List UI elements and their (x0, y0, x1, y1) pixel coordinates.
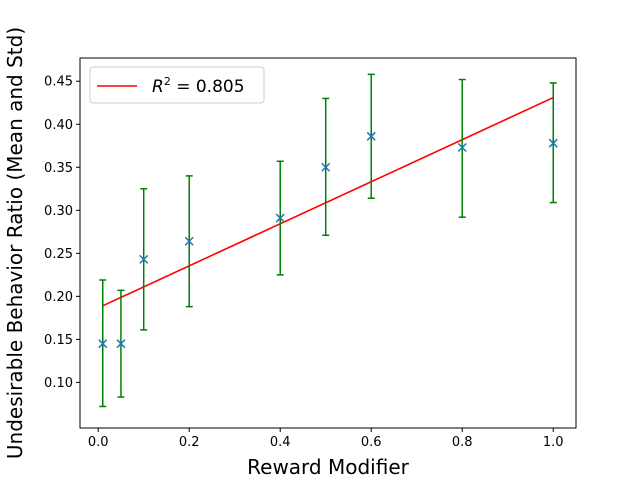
x-tick-label: 0.2 (179, 435, 200, 450)
x-marker-stroke-b (457, 142, 467, 153)
data-point (366, 131, 376, 141)
x-tick-label: 0.8 (452, 435, 473, 450)
y-axis-label: Undesirable Behavior Ratio (Mean and Std… (3, 27, 27, 459)
legend-label: R2 = 0.805 (152, 75, 245, 97)
x-axis-label: Reward Modifier (247, 455, 409, 479)
data-point (275, 213, 285, 223)
data-point (457, 142, 467, 153)
x-marker-stroke-b (321, 162, 331, 172)
plot-area (79, 57, 577, 429)
x-marker-stroke-b (139, 254, 149, 264)
legend-label-sup: 2 (164, 75, 171, 88)
x-marker-stroke-b (548, 138, 558, 148)
x-marker-stroke-b (116, 339, 126, 349)
data-point (139, 254, 149, 264)
x-tick-label: 1.0 (543, 435, 564, 450)
x-tick-label: 0.0 (88, 435, 109, 450)
y-axis: 0.10 0.15 0.20 0.25 0.30 0.35 0.40 0.45 (44, 75, 80, 391)
x-marker-stroke-b (366, 131, 376, 141)
fit-line (102, 96, 554, 307)
fit-line-group (102, 96, 554, 307)
y-tick-label: 0.45 (44, 75, 73, 90)
x-tick-label: 0.6 (361, 435, 382, 450)
x-tick-label: 0.4 (270, 435, 291, 450)
data-point (98, 339, 108, 349)
y-tick-label: 0.20 (44, 290, 73, 305)
legend-label-var: R (152, 77, 164, 97)
data-point (184, 236, 194, 246)
x-marker-stroke-b (184, 236, 194, 246)
legend-box (89, 66, 265, 104)
y-tick-label: 0.40 (44, 118, 73, 133)
y-tick-label: 0.15 (44, 333, 73, 348)
y-tick-label: 0.35 (44, 161, 73, 176)
data-point (321, 162, 331, 172)
legend: R2 = 0.805 (89, 66, 265, 104)
legend-label-value: = 0.805 (171, 77, 245, 97)
x-marker-stroke-b (275, 213, 285, 223)
x-marker-stroke-b (98, 339, 108, 349)
data-point (548, 138, 558, 148)
y-tick-label: 0.10 (44, 376, 73, 391)
y-tick-label: 0.25 (44, 247, 73, 262)
y-tick-label: 0.30 (44, 204, 73, 219)
data-point (116, 339, 126, 349)
data-markers (98, 131, 558, 349)
x-axis: 0.0 0.2 0.4 0.6 0.8 1.0 (88, 428, 564, 450)
